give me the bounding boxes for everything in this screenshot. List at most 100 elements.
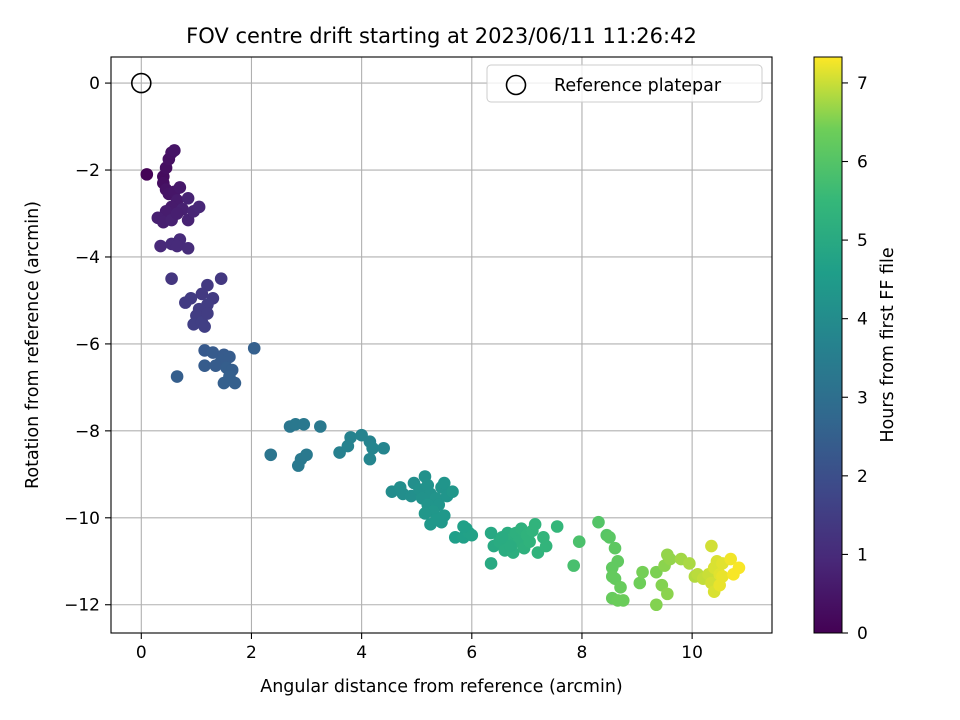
data-point (198, 359, 211, 372)
data-point (504, 539, 517, 553)
data-points (140, 144, 746, 612)
y-tick-label: −8 (75, 422, 100, 442)
x-tick-label: 2 (246, 643, 257, 663)
colorbar-tick-label: 0 (857, 624, 868, 644)
data-point (705, 539, 718, 553)
data-point (437, 476, 451, 490)
data-point (170, 239, 184, 253)
data-point (550, 520, 564, 533)
colorbar-gradient (813, 56, 843, 634)
colorbar-tick-label: 7 (857, 74, 868, 94)
data-point (170, 370, 184, 383)
data-point (195, 287, 209, 301)
colorbar-tick-label: 6 (857, 153, 868, 173)
x-tick-label: 6 (466, 643, 477, 663)
data-point (314, 420, 327, 433)
data-point (465, 528, 479, 542)
data-point (264, 448, 278, 462)
y-tick-label: −10 (64, 509, 100, 529)
data-point (344, 431, 357, 444)
data-point (201, 307, 214, 320)
data-point (377, 441, 390, 455)
data-point (300, 448, 313, 462)
data-point (484, 526, 498, 540)
data-point (165, 272, 178, 286)
data-point (209, 359, 222, 372)
data-point (363, 452, 377, 466)
data-point (170, 207, 184, 220)
colorbar-tick-label: 3 (857, 388, 868, 408)
data-point (683, 557, 696, 570)
legend: Reference platepar (486, 64, 763, 103)
data-point (614, 581, 627, 594)
colorbar-tick-label: 2 (857, 467, 868, 487)
data-point (217, 376, 231, 390)
data-point (457, 520, 470, 533)
data-point (206, 346, 220, 359)
data-point (636, 565, 649, 579)
data-point (429, 513, 443, 527)
data-point (661, 587, 674, 601)
data-point (192, 200, 206, 214)
colorbar-label: Hours from first FF file (878, 247, 898, 442)
data-point (181, 191, 195, 205)
data-point (198, 320, 211, 333)
data-point (228, 376, 242, 390)
data-point (567, 559, 580, 572)
x-axis-ticks: 0 2 4 6 8 10 (136, 633, 703, 663)
data-point (484, 557, 498, 570)
legend-box (486, 64, 763, 103)
data-point (366, 441, 379, 455)
data-point (154, 239, 167, 253)
x-tick-label: 4 (356, 643, 367, 663)
data-point (724, 552, 737, 566)
x-axis-label: Angular distance from reference (arcmin) (260, 677, 623, 697)
data-point (633, 576, 647, 590)
x-tick-label: 10 (681, 643, 703, 663)
data-point (495, 531, 509, 544)
colorbar-ticks: 0 1 2 3 4 5 6 7 (842, 74, 868, 644)
reference-platepar-marker (130, 72, 152, 94)
data-point (247, 341, 261, 355)
data-point (214, 272, 228, 286)
x-tick-label: 8 (577, 643, 588, 663)
data-point (168, 144, 181, 157)
grid-lines (111, 57, 772, 633)
y-axis-label: Rotation from reference (arcmin) (23, 201, 43, 489)
colorbar-tick-label: 4 (857, 310, 868, 330)
data-point (418, 507, 432, 520)
colorbar-tick-label: 1 (857, 545, 868, 565)
data-point (616, 594, 630, 607)
data-point (663, 552, 677, 566)
data-point (603, 531, 616, 544)
y-tick-label: 0 (89, 74, 100, 94)
x-tick-label: 0 (136, 643, 147, 663)
data-point (608, 541, 622, 555)
y-axis-ticks: 0 −2 −4 −6 −8 −10 −12 (64, 74, 111, 616)
data-point (140, 168, 154, 181)
y-tick-label: −4 (75, 248, 100, 268)
chart-title: FOV centre drift starting at 2023/06/11 … (186, 24, 697, 48)
colorbar-tick-label: 5 (857, 231, 868, 251)
legend-label: Reference platepar (554, 76, 722, 96)
data-point (716, 570, 729, 583)
data-point (605, 570, 619, 583)
colorbar: 0 1 2 3 4 5 6 7 Hours from first FF file (813, 56, 898, 644)
data-point (732, 561, 746, 575)
data-point (605, 561, 619, 575)
y-tick-label: −6 (75, 335, 100, 355)
data-point (173, 181, 187, 194)
data-point (523, 535, 536, 549)
data-point (572, 535, 586, 549)
data-point (592, 515, 605, 529)
data-point (650, 598, 663, 612)
y-tick-label: −2 (75, 161, 100, 181)
plot-frame (110, 56, 773, 634)
data-point (528, 518, 542, 531)
data-point (179, 296, 192, 309)
data-point (446, 485, 459, 499)
data-point (297, 418, 311, 431)
data-point (539, 539, 553, 553)
legend-marker-icon (505, 74, 527, 96)
